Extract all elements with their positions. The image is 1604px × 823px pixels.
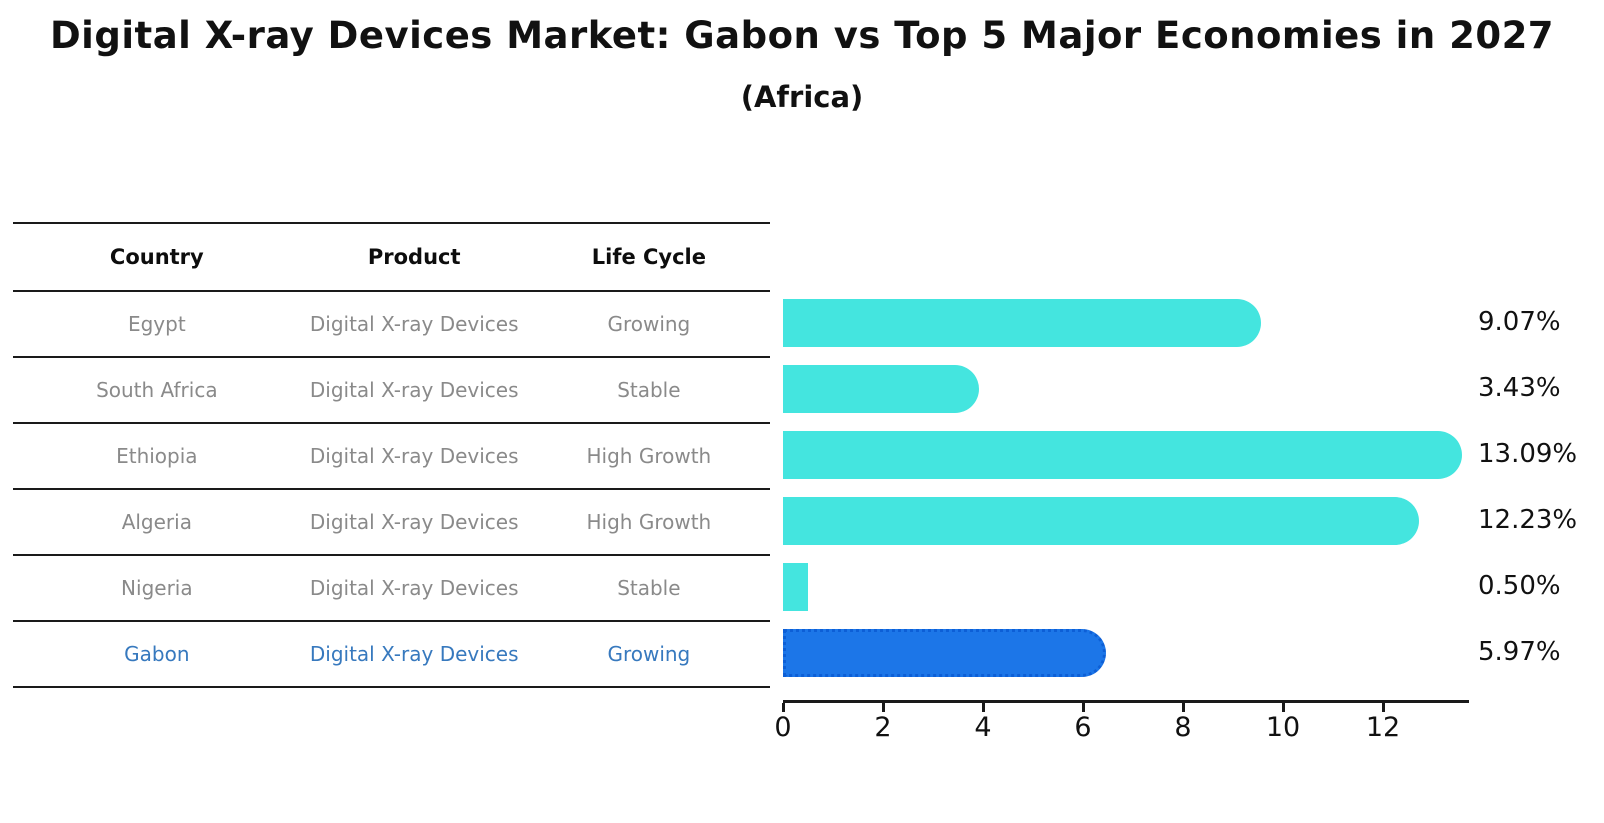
life-cycle-cell: Growing [607, 312, 691, 336]
table-row-algeria: Algeria Digital X-ray Devices High Growth [13, 490, 770, 556]
x-axis-tick-label-6: 6 [1074, 712, 1092, 743]
table-header-product: Product [367, 245, 461, 269]
x-axis-tick-4 [982, 703, 985, 712]
x-axis-tick-label-8: 8 [1174, 712, 1192, 743]
x-axis-tick-6 [1082, 703, 1085, 712]
value-label-ethiopia: 13.09% [1478, 439, 1578, 469]
x-axis-tick-8 [1182, 703, 1185, 712]
x-axis-tick-label-12: 12 [1365, 712, 1401, 743]
country-cell: Ethiopia [116, 444, 198, 468]
table-body: Egypt Digital X-ray Devices Growing South A… [13, 292, 770, 688]
product-cell: Digital X-ray Devices [309, 444, 519, 468]
value-label-egypt: 9.07% [1478, 307, 1561, 337]
table-row-nigeria: Nigeria Digital X-ray Devices Stable [13, 556, 770, 622]
life-cycle-cell: Stable [617, 576, 681, 600]
bar-nigeria [783, 563, 808, 611]
x-axis-line [783, 700, 1469, 703]
bar-ethiopia [783, 431, 1462, 479]
page-subtitle: (Africa) [740, 80, 864, 114]
x-axis-tick-label-0: 0 [774, 712, 792, 743]
country-cell: Egypt [127, 312, 186, 336]
table-header-row: Country Product Life Cycle [13, 222, 770, 292]
life-cycle-cell: Growing [607, 642, 691, 666]
life-cycle-cell: High Growth [586, 444, 712, 468]
product-cell: Digital X-ray Devices [309, 510, 519, 534]
country-cell: Gabon [124, 642, 190, 666]
product-cell: Digital X-ray Devices [309, 576, 519, 600]
country-cell: South Africa [96, 378, 218, 402]
life-cycle-cell: Stable [617, 378, 681, 402]
country-table: Country Product Life Cycle Egypt Digital … [13, 222, 770, 688]
x-axis-tick-12 [1382, 703, 1385, 712]
table-row-south-africa: South Africa Digital X-ray Devices Stable [13, 358, 770, 424]
x-axis-tick-2 [882, 703, 885, 712]
table-row-gabon: Gabon Digital X-ray Devices Growing [13, 622, 770, 688]
page-title: Digital X-ray Devices Market: Gabon vs T… [49, 14, 1555, 57]
table-header-life-cycle: Life Cycle [591, 245, 706, 269]
x-axis-tick-0 [782, 703, 785, 712]
x-axis-tick-label-4: 4 [974, 712, 992, 743]
x-axis-tick-label-10: 10 [1265, 712, 1301, 743]
product-cell: Digital X-ray Devices [309, 378, 519, 402]
bar-south-africa [783, 365, 979, 413]
country-cell: Algeria [121, 510, 192, 534]
bar-algeria [783, 497, 1419, 545]
x-axis-tick-label-2: 2 [874, 712, 892, 743]
value-label-nigeria: 0.50% [1478, 571, 1561, 601]
table-row-ethiopia: Ethiopia Digital X-ray Devices High Growth [13, 424, 770, 490]
value-label-south-africa: 3.43% [1478, 373, 1561, 403]
bar-gabon [783, 629, 1106, 677]
life-cycle-cell: High Growth [586, 510, 712, 534]
product-cell: Digital X-ray Devices [309, 312, 519, 336]
product-cell: Digital X-ray Devices [309, 642, 519, 666]
value-label-gabon: 5.97% [1478, 637, 1561, 667]
bar-egypt [783, 299, 1261, 347]
country-cell: Nigeria [121, 576, 193, 600]
table-row-egypt: Egypt Digital X-ray Devices Growing [13, 292, 770, 358]
x-axis-tick-10 [1282, 703, 1285, 712]
table-header-country: Country [109, 245, 204, 269]
value-label-algeria: 12.23% [1478, 505, 1578, 535]
